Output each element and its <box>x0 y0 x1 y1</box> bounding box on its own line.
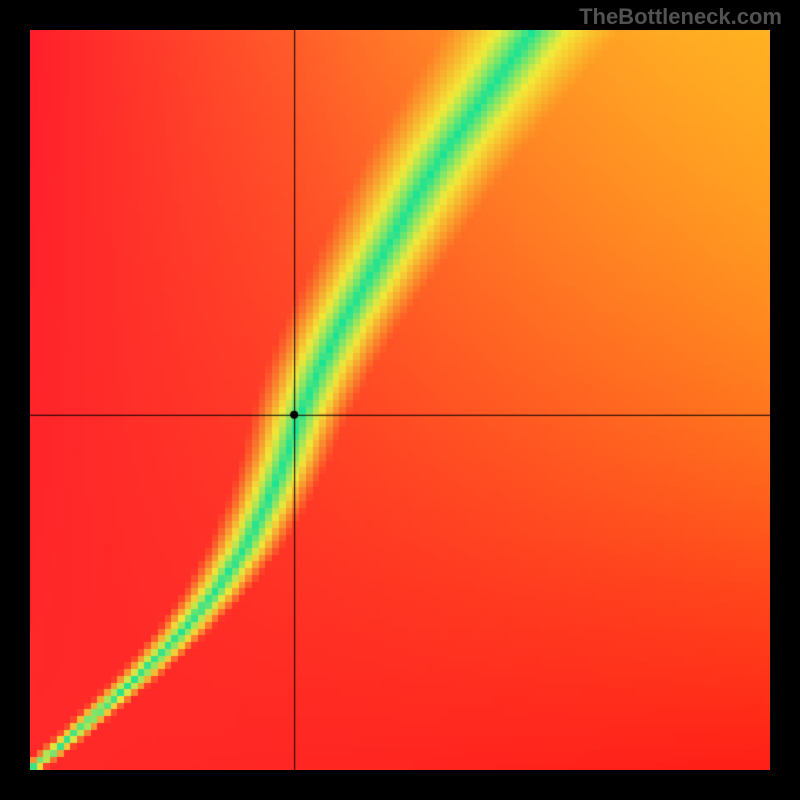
watermark-text: TheBottleneck.com <box>579 4 782 30</box>
bottleneck-heatmap <box>30 30 770 770</box>
